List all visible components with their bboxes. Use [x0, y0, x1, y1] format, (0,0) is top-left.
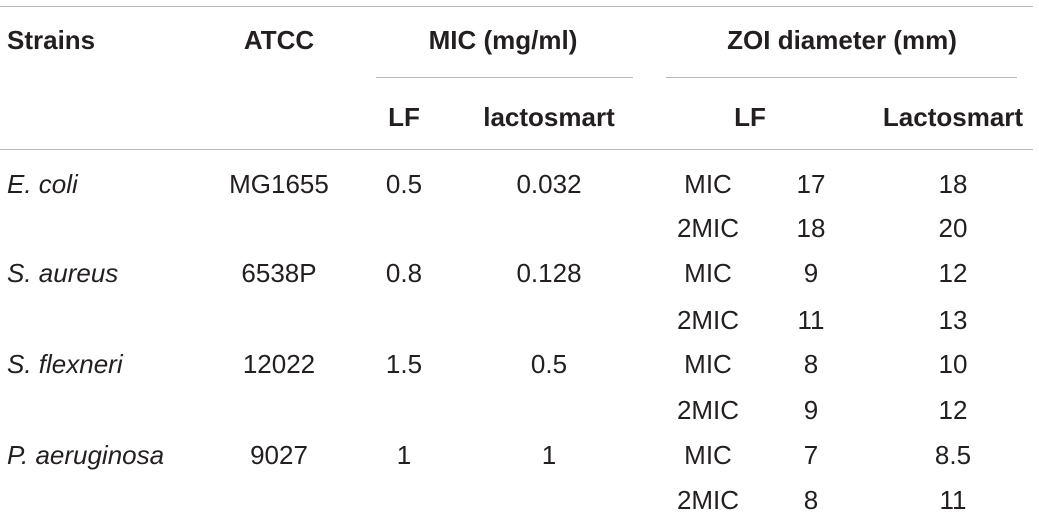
zoi-lf-cell: 8: [803, 349, 819, 379]
zoi-lactosmart-cell: 8.5: [934, 440, 972, 470]
zoi-lactosmart-cell: 10: [938, 349, 968, 379]
zoi-lactosmart-cell: 12: [938, 258, 968, 288]
zoi-condition-cell: 2MIC: [676, 305, 740, 335]
strain-cell: E. coli: [7, 169, 78, 199]
header-mic-lactosmart: lactosmart: [483, 102, 615, 132]
zoi-condition-cell: 2MIC: [676, 213, 740, 243]
zoi-group-rule: [666, 77, 1017, 78]
zoi-lactosmart-cell: 11: [939, 485, 967, 515]
zoi-lf-cell: 18: [796, 213, 826, 243]
zoi-lf-cell: 9: [803, 258, 819, 288]
atcc-cell: MG1655: [229, 169, 329, 199]
zoi-lf-cell: 11: [797, 305, 825, 335]
strain-cell: S. flexneri: [7, 349, 123, 379]
top-rule: [0, 6, 1033, 7]
zoi-lactosmart-cell: 18: [938, 169, 968, 199]
zoi-lf-cell: 17: [796, 169, 826, 199]
atcc-cell: 12022: [242, 349, 316, 379]
header-mic-lf: LF: [388, 102, 420, 132]
strain-cell: P. aeruginosa: [7, 440, 165, 470]
zoi-lactosmart-cell: 12: [938, 395, 968, 425]
header-zoi-group: ZOI diameter (mm): [727, 25, 957, 55]
header-atcc: ATCC: [243, 25, 315, 55]
header-strains: Strains: [7, 25, 96, 55]
mic-lf-cell: 0.5: [385, 169, 423, 199]
atcc-cell: 9027: [250, 440, 308, 470]
header-zoi-lf: LF: [734, 102, 766, 132]
mic-group-rule: [376, 77, 633, 78]
zoi-lactosmart-cell: 13: [938, 305, 968, 335]
mic-lf-cell: 0.8: [385, 258, 423, 288]
atcc-cell: 6538P: [241, 258, 317, 288]
zoi-condition-cell: MIC: [684, 258, 732, 288]
header-bottom-rule: [0, 149, 1033, 150]
header-zoi-lactosmart: Lactosmart: [882, 102, 1024, 132]
mic-lactosmart-cell: 0.5: [530, 349, 568, 379]
strain-cell: S. aureus: [7, 258, 119, 288]
zoi-condition-cell: MIC: [684, 440, 732, 470]
zoi-lf-cell: 9: [803, 395, 819, 425]
mic-lactosmart-cell: 1: [541, 440, 557, 470]
zoi-lf-cell: 7: [803, 440, 819, 470]
zoi-condition-cell: 2MIC: [676, 485, 740, 515]
mic-lf-cell: 1: [396, 440, 412, 470]
mic-lf-cell: 1.5: [385, 349, 423, 379]
mic-lactosmart-cell: 0.128: [516, 258, 582, 288]
zoi-lf-cell: 8: [803, 485, 819, 515]
zoi-condition-cell: MIC: [684, 349, 732, 379]
zoi-lactosmart-cell: 20: [938, 213, 968, 243]
zoi-condition-cell: MIC: [684, 169, 732, 199]
header-mic-group: MIC (mg/ml): [428, 25, 578, 55]
mic-lactosmart-cell: 0.032: [516, 169, 582, 199]
zoi-condition-cell: 2MIC: [676, 395, 740, 425]
